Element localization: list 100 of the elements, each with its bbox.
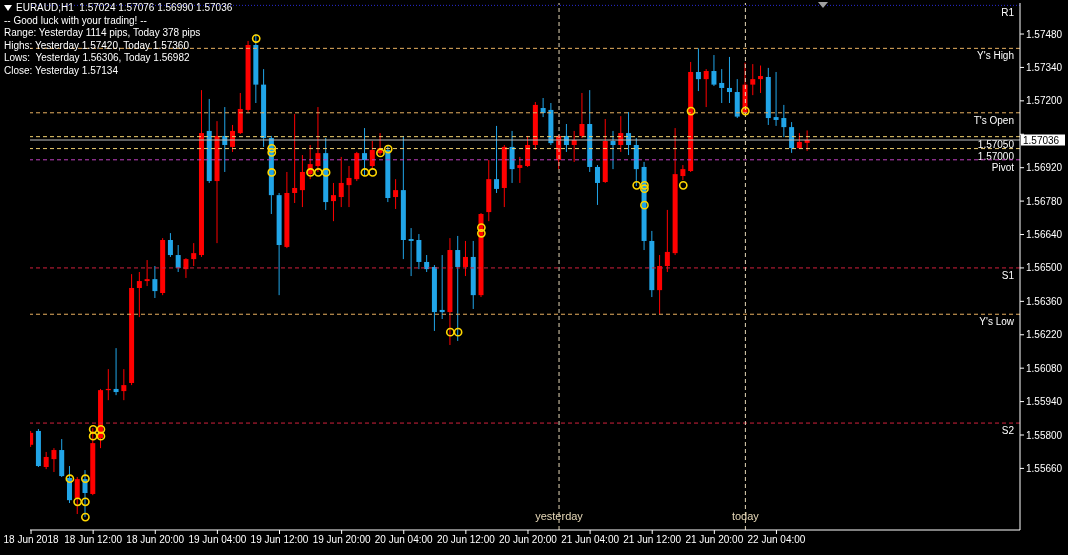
candlestick bbox=[594, 164, 600, 206]
point bbox=[80, 474, 90, 484]
point bbox=[96, 424, 106, 434]
point bbox=[686, 106, 696, 116]
candlestick bbox=[121, 368, 127, 401]
candlestick bbox=[525, 135, 531, 168]
candlestick bbox=[330, 182, 336, 222]
point bbox=[360, 168, 370, 177]
point bbox=[267, 143, 277, 153]
candlestick bbox=[393, 178, 399, 210]
candlestick bbox=[144, 259, 150, 287]
ref-line-label: T's Open bbox=[973, 114, 1014, 126]
y-tick-label: 1.56780 bbox=[1026, 195, 1063, 207]
candlestick bbox=[152, 265, 158, 299]
ref-line-label: Y's High bbox=[977, 50, 1014, 62]
y-tick-label: 1.56220 bbox=[1026, 329, 1063, 341]
x-tick-label: 19 Jun 12:00 bbox=[250, 534, 309, 546]
candlestick bbox=[346, 165, 352, 208]
y-tick-label: 1.57200 bbox=[1026, 95, 1063, 107]
annotation: Range: Yesterday 1114 pips, Today 378 pips bbox=[4, 27, 202, 40]
point bbox=[383, 144, 393, 154]
point bbox=[80, 512, 90, 522]
chart-title: EURAUD,H1 1.57024 1.57076 1.56990 1.57036 bbox=[16, 2, 233, 15]
ref-line-label: Pivot bbox=[991, 161, 1015, 173]
y-tick-label: 1.57340 bbox=[1026, 61, 1063, 73]
point bbox=[640, 180, 649, 190]
candlestick bbox=[462, 240, 468, 277]
x-tick-label: 20 Jun 12:00 bbox=[436, 534, 496, 546]
point bbox=[88, 431, 98, 441]
candlestick bbox=[695, 47, 701, 92]
candlestick bbox=[338, 156, 344, 208]
x-tick-label: 19 Jun 20:00 bbox=[312, 534, 371, 546]
ref-line-label: 1.57000 bbox=[977, 150, 1015, 162]
candlestick bbox=[719, 68, 725, 104]
candlestick bbox=[579, 92, 585, 139]
point bbox=[267, 148, 277, 157]
annotation: -- Good luck with your trading! -- bbox=[4, 14, 148, 27]
ref-line-label: Y's Low bbox=[979, 316, 1015, 328]
point bbox=[251, 34, 261, 43]
point bbox=[640, 200, 649, 210]
ref-line-label: S1 bbox=[1001, 269, 1015, 281]
candlestick bbox=[51, 447, 57, 473]
y-tick-label: 1.55940 bbox=[1026, 396, 1063, 408]
ref-line-label: today bbox=[731, 510, 760, 522]
y-tick-label: 1.57480 bbox=[1026, 28, 1063, 40]
annotation: Highs: Yesterday 1.57420, Today 1.57360 bbox=[4, 39, 190, 52]
point bbox=[632, 180, 642, 190]
point bbox=[88, 424, 98, 434]
candlestick bbox=[408, 227, 414, 277]
point bbox=[445, 327, 455, 337]
candlestick bbox=[509, 130, 515, 184]
point bbox=[96, 431, 106, 441]
x-tick-label: 21 Jun 04:00 bbox=[561, 534, 620, 546]
candlestick bbox=[175, 244, 181, 273]
candlestick bbox=[517, 156, 523, 184]
candlestick bbox=[167, 232, 173, 258]
point bbox=[313, 168, 323, 177]
x-tick-label: 19 Jun 04:00 bbox=[188, 534, 247, 546]
point bbox=[306, 168, 315, 177]
candlestick bbox=[136, 271, 142, 318]
candlestick bbox=[773, 71, 779, 127]
candlestick bbox=[439, 254, 445, 320]
candlestick bbox=[703, 68, 709, 108]
y-tick-label: 1.55660 bbox=[1026, 462, 1063, 474]
annotation: Close: Yesterday 1.57134 bbox=[4, 64, 119, 77]
point bbox=[368, 168, 378, 177]
candlestick bbox=[191, 242, 197, 267]
candlestick bbox=[664, 209, 670, 273]
candlestick bbox=[610, 130, 616, 170]
ref-line-label: R1 bbox=[1001, 7, 1015, 19]
point bbox=[678, 180, 688, 190]
point bbox=[267, 168, 277, 177]
point bbox=[73, 497, 83, 507]
point bbox=[740, 106, 750, 116]
x-tick-label: 18 Jun 12:00 bbox=[64, 534, 123, 546]
point bbox=[80, 497, 90, 507]
annotation: Lows: Yesterday 1.56306, Today 1.56982 bbox=[4, 52, 191, 65]
ref-line-label: 1.57036 bbox=[1023, 134, 1060, 146]
point bbox=[376, 148, 385, 158]
y-tick-label: 1.56500 bbox=[1026, 262, 1063, 274]
x-tick-label: 20 Jun 04:00 bbox=[374, 534, 434, 546]
candlestick bbox=[292, 113, 298, 204]
candlestick bbox=[416, 233, 422, 270]
ref-line-label: 1.57050 bbox=[977, 138, 1015, 150]
x-tick-label: 21 Jun 20:00 bbox=[685, 534, 744, 546]
point bbox=[321, 168, 331, 177]
x-tick-label: 22 Jun 04:00 bbox=[747, 534, 806, 546]
x-tick-label: 18 Jun 20:00 bbox=[126, 534, 185, 546]
candlestick bbox=[299, 154, 305, 208]
candlestick bbox=[113, 347, 119, 396]
x-tick-label: 21 Jun 12:00 bbox=[623, 534, 682, 546]
x-tick-label: 18 Jun 2018 bbox=[3, 534, 59, 546]
point bbox=[476, 228, 486, 238]
point bbox=[476, 223, 486, 232]
candlestick bbox=[781, 104, 787, 138]
candlestick bbox=[494, 125, 500, 194]
point bbox=[640, 184, 649, 194]
candlestick bbox=[711, 54, 717, 87]
ref-line-label: S2 bbox=[1001, 425, 1015, 437]
candlestick bbox=[680, 164, 686, 181]
